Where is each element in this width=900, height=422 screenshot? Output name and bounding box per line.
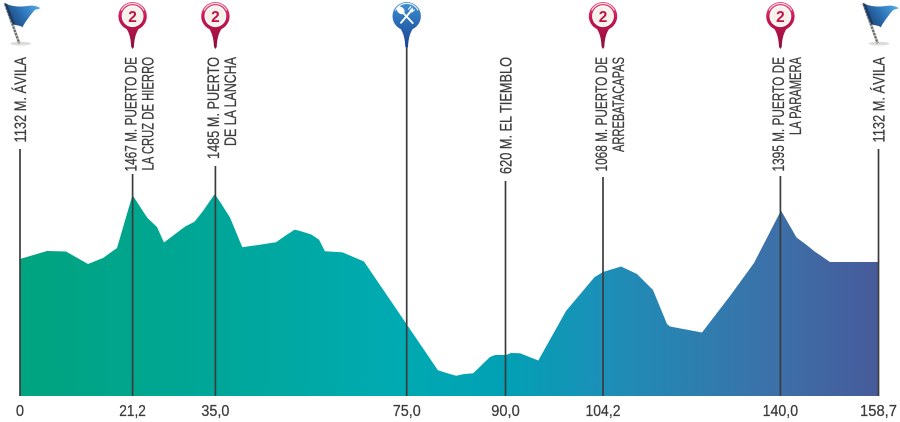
svg-text:2: 2	[128, 9, 137, 26]
svg-text:140,0: 140,0	[763, 403, 799, 420]
svg-text:ARREBATACAPAS: ARREBATACAPAS	[609, 57, 628, 152]
svg-text:21,2: 21,2	[119, 403, 146, 420]
svg-text:35,0: 35,0	[201, 403, 229, 420]
svg-text:1132 M. ÁVILA: 1132 M. ÁVILA	[11, 56, 30, 142]
svg-text:DE LA LANCHA: DE LA LANCHA	[221, 56, 240, 146]
svg-text:1132 M. ÁVILA: 1132 M. ÁVILA	[870, 56, 889, 142]
svg-text:LA PARAMERA: LA PARAMERA	[786, 56, 805, 135]
svg-text:1485 M. PUERTO: 1485 M. PUERTO	[204, 57, 223, 159]
svg-text:158,7: 158,7	[860, 403, 897, 420]
svg-text:1068 M. PUERTO DE: 1068 M. PUERTO DE	[592, 57, 611, 172]
svg-text:75,0: 75,0	[393, 403, 421, 420]
svg-text:0: 0	[16, 403, 24, 420]
svg-text:90,0: 90,0	[491, 403, 520, 420]
svg-text:2: 2	[599, 9, 608, 26]
svg-text:104,2: 104,2	[586, 403, 621, 420]
svg-text:1467 M. PUERTO DE: 1467 M. PUERTO DE	[121, 57, 140, 172]
svg-text:2: 2	[776, 9, 785, 26]
svg-text:620 M. EL TIEMBLO: 620 M. EL TIEMBLO	[497, 57, 516, 174]
svg-text:LA CRUZ DE HIERRO: LA CRUZ DE HIERRO	[138, 57, 157, 171]
svg-text:1395 M. PUERTO DE: 1395 M. PUERTO DE	[769, 57, 788, 172]
svg-text:2: 2	[211, 9, 220, 26]
